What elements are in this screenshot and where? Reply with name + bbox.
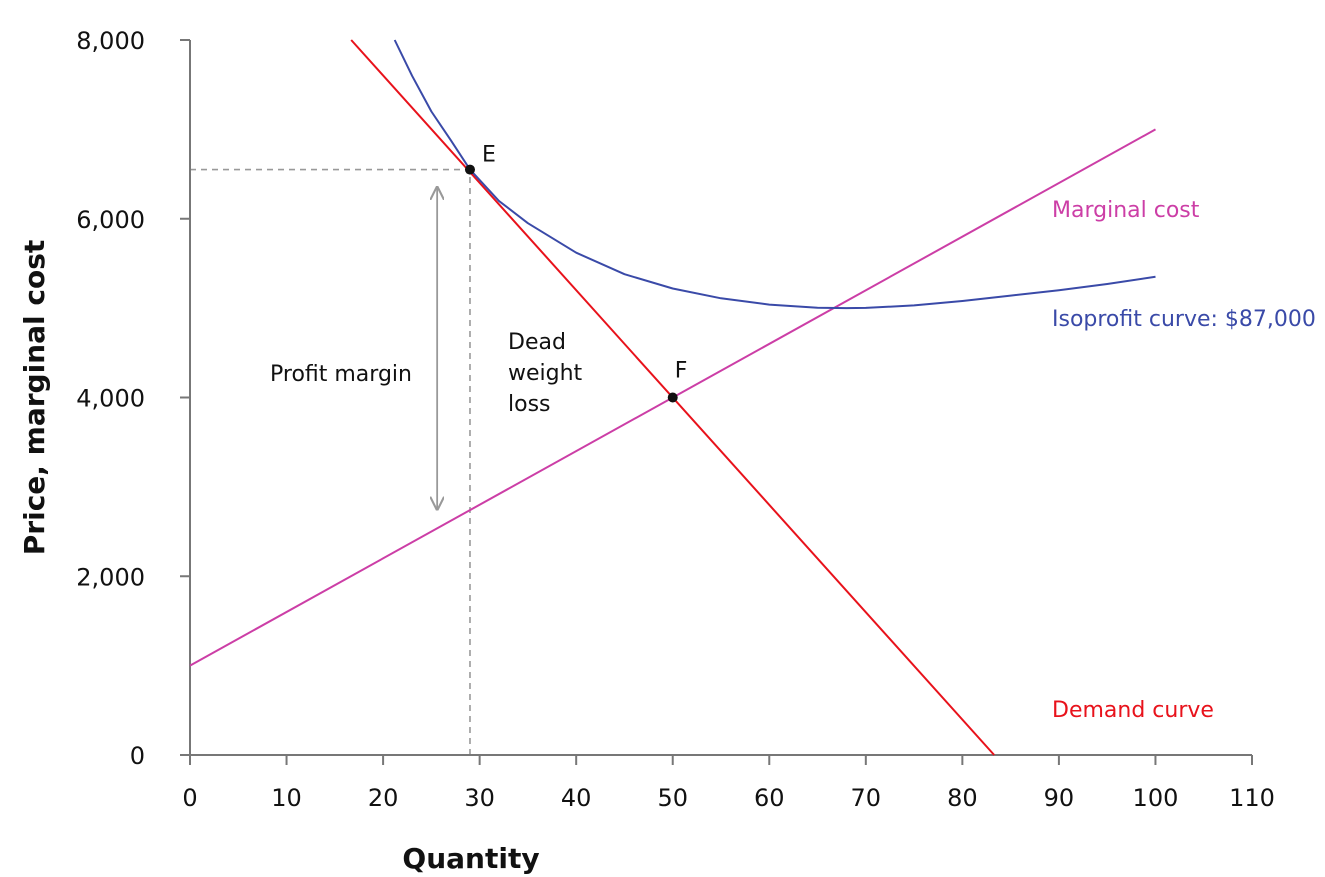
y-tick-label: 4,000: [76, 385, 145, 413]
x-tick-label: 110: [1229, 784, 1275, 812]
x-tick-label: 100: [1133, 784, 1179, 812]
x-tick-label: 60: [754, 784, 785, 812]
x-tick-label: 50: [657, 784, 688, 812]
x-axis-title: Quantity: [402, 842, 539, 875]
y-tick-label: 0: [130, 742, 145, 770]
x-tick-label: 80: [947, 784, 978, 812]
demand-curve-label: Demand curve: [1052, 698, 1214, 723]
x-tick-label: 20: [368, 784, 399, 812]
y-tick-label: 2,000: [76, 563, 145, 591]
dead-weight-loss-label-line1: Dead: [508, 330, 566, 355]
point-layer: EF: [464, 143, 688, 403]
marginal-cost-label: Marginal cost: [1052, 198, 1200, 223]
x-tick-label: 40: [561, 784, 592, 812]
x-tick-label: 90: [1044, 784, 1075, 812]
point-e: [464, 164, 475, 175]
dead-weight-loss-label-line3: loss: [508, 392, 551, 417]
dead-weight-loss-label-line2: weight: [508, 361, 583, 386]
profit-margin-label: Profit margin: [270, 362, 412, 387]
point-label-f: F: [675, 359, 688, 384]
x-tick-label: 30: [464, 784, 495, 812]
y-axis-ticks: 0 2,000 4,000 6,000 8,000: [76, 27, 190, 770]
x-tick-label: 70: [851, 784, 882, 812]
x-tick-label: 0: [182, 784, 197, 812]
point-f: [667, 392, 678, 403]
isoprofit-curve-line: [393, 39, 1156, 310]
x-axis-ticks: 0 10 20 30 40 50 60 70 80 90 100 110: [182, 755, 1275, 812]
x-tick-label: 10: [271, 784, 302, 812]
isoprofit-curve-label: Isoprofit curve: $87,000: [1052, 307, 1316, 332]
y-axis-title: Price, marginal cost: [18, 240, 51, 555]
y-tick-label: 6,000: [76, 206, 145, 234]
y-tick-label: 8,000: [76, 27, 145, 55]
point-label-e: E: [482, 143, 496, 168]
